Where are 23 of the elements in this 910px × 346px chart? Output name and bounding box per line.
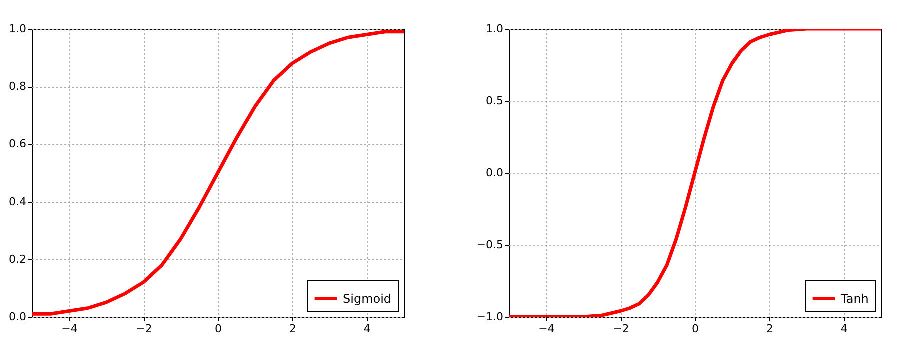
x-tick-label: 4 [840,322,848,336]
x-tick-label: −4 [538,322,555,336]
legend-label: Tanh [840,292,869,306]
y-tick-label: 0.6 [9,138,26,151]
x-tick-label: 0 [692,322,699,336]
y-tick-label: 0.5 [486,94,504,108]
y-tick-label: 0.0 [486,166,504,180]
y-tick-label: 1.0 [9,22,26,36]
x-tick-label: 2 [766,322,774,336]
x-tick-label: 0 [215,322,222,336]
x-tick-label: −2 [612,322,630,336]
x-tick-label: −4 [62,322,78,336]
x-tick-label: 4 [364,322,371,336]
y-tick-label: 0.8 [9,80,26,94]
legend-label: Sigmoid [343,292,392,306]
x-tick-label: 2 [289,322,296,336]
y-tick-label: −0.5 [476,238,504,252]
y-tick-label: −1.0 [476,310,504,324]
y-tick-label: 0.4 [9,195,26,208]
y-tick-label: 0.0 [9,310,26,324]
y-tick-label: 0.2 [9,252,26,266]
x-tick-label: −2 [136,322,152,336]
y-tick-label: 1.0 [486,22,504,36]
